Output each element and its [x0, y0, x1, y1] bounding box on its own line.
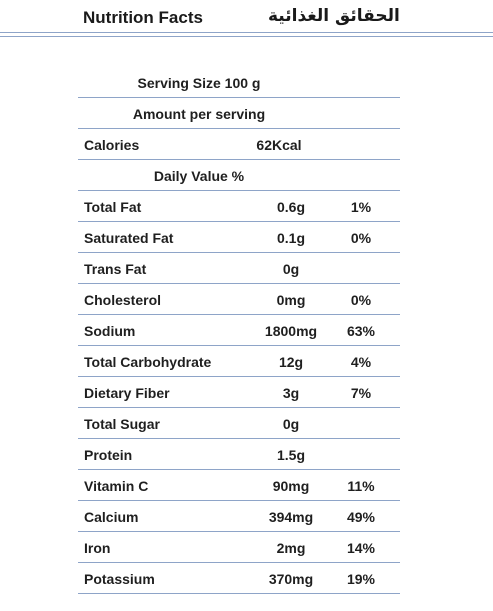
calories-label: Calories [84, 137, 140, 153]
nutrient-name: Iron [84, 540, 111, 556]
nutrient-row: Sodium 1800mg 63% [78, 315, 400, 346]
nutrient-daily-value: 0% [350, 292, 372, 308]
nutrient-name: Saturated Fat [84, 230, 174, 246]
nutrient-amount: 0g [282, 416, 300, 432]
nutrient-name: Cholesterol [84, 292, 162, 308]
nutrient-name: Potassium [84, 571, 155, 587]
nutrient-amount: 0g [282, 261, 300, 277]
nutrient-amount: 394mg [268, 509, 314, 525]
nutrient-row: Potassium 370mg 19% [78, 563, 400, 594]
nutrient-amount: 0.1g [276, 230, 305, 246]
amount-per-serving: Amount per serving [132, 106, 266, 122]
nutrient-name: Sodium [84, 323, 136, 339]
nutrient-amount: 1800mg [264, 323, 318, 339]
nutrient-name: Calcium [84, 509, 139, 525]
nutrient-row: Trans Fat 0g [78, 253, 400, 284]
nutrient-name: Vitamin C [84, 478, 149, 494]
nutrient-daily-value: 11% [347, 478, 375, 494]
nutrient-daily-value: 49% [346, 509, 376, 525]
nutrient-row: Total Fat 0.6g 1% [78, 191, 400, 222]
nutrient-amount: 370mg [268, 571, 314, 587]
nutrient-amount: 1.5g [276, 447, 305, 463]
serving-size-row: Serving Size 100 g [78, 67, 400, 98]
daily-value-row: Daily Value % [78, 160, 400, 191]
calories-value: 62Kcal [256, 137, 302, 153]
nutrient-daily-value: 0% [350, 230, 372, 246]
nutrient-daily-value: 14% [346, 540, 376, 556]
nutrient-amount: 12g [278, 354, 304, 370]
nutrient-name: Protein [84, 447, 133, 463]
nutrient-row: Protein 1.5g [78, 439, 400, 470]
nutrient-row: Cholesterol 0mg 0% [78, 284, 400, 315]
nutrition-table: Serving Size 100 g Amount per serving Ca… [78, 67, 400, 594]
nutrient-row: Vitamin C 90mg 11% [78, 470, 400, 501]
nutrient-daily-value: 19% [346, 571, 376, 587]
nutrient-name: Dietary Fiber [84, 385, 170, 401]
nutrient-amount: 90mg [272, 478, 310, 494]
nutrient-row: Iron 2mg 14% [78, 532, 400, 563]
nutrient-name: Trans Fat [84, 261, 147, 277]
nutrient-amount: 0mg [276, 292, 306, 308]
nutrient-name: Total Sugar [84, 416, 160, 432]
nutrient-row: Total Sugar 0g [78, 408, 400, 439]
header-divider-bottom [0, 36, 493, 37]
nutrient-daily-value: 1% [350, 199, 372, 215]
nutrient-amount: 0.6g [276, 199, 305, 215]
calories-row: Calories 62Kcal [78, 129, 400, 160]
amount-per-serving-row: Amount per serving [78, 98, 400, 129]
nutrient-daily-value: 4% [350, 354, 372, 370]
nutrient-name: Total Carbohydrate [84, 354, 212, 370]
title-arabic: الحقائق الغذائية [268, 6, 400, 26]
header: Nutrition Facts الحقائق الغذائية [0, 0, 493, 40]
nutrient-row: Dietary Fiber 3g 7% [78, 377, 400, 408]
serving-size: Serving Size 100 g [137, 75, 261, 91]
nutrient-amount: 3g [282, 385, 300, 401]
nutrient-amount: 2mg [276, 540, 306, 556]
nutrient-row: Saturated Fat 0.1g 0% [78, 222, 400, 253]
nutrient-daily-value: 7% [350, 385, 372, 401]
header-divider-top [0, 32, 493, 33]
nutrient-row: Total Carbohydrate 12g 4% [78, 346, 400, 377]
nutrient-row: Calcium 394mg 49% [78, 501, 400, 532]
nutrient-daily-value: 63% [346, 323, 376, 339]
daily-value-label: Daily Value % [153, 168, 245, 184]
nutrient-name: Total Fat [84, 199, 142, 215]
title-english: Nutrition Facts [83, 8, 203, 27]
